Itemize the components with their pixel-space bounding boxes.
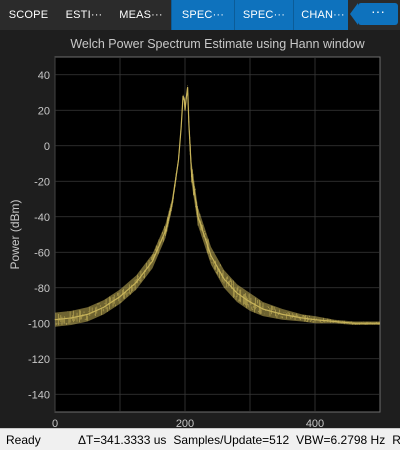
tab-3[interactable]: SPEC··· <box>171 0 234 30</box>
y-tick-label-1: 20 <box>38 105 50 117</box>
status-item-3: RBW <box>392 433 400 447</box>
spectrum-plot: Welch Power Spectrum Estimate using Hann… <box>8 37 381 428</box>
toolstrip-overflow: ··· <box>348 0 400 30</box>
tab-2[interactable]: MEAS··· <box>111 0 171 30</box>
x-tick-label-2: 400 <box>306 418 324 428</box>
y-tick-label-9: -140 <box>28 389 50 401</box>
y-axis-label: Power (dBm) <box>8 199 22 269</box>
tab-1[interactable]: ESTI··· <box>57 0 111 30</box>
status-items: ΔT=341.3333 us Samples/Update=512 VBW=6.27… <box>78 433 400 447</box>
y-tick-label-7: -100 <box>28 318 50 330</box>
overflow-notch <box>350 3 358 25</box>
status-item-0: ΔT=341.3333 us <box>78 433 167 447</box>
status-item-2: VBW=6.2798 Hz <box>296 433 386 447</box>
x-tick-label-0: 0 <box>52 418 58 428</box>
y-tick-label-6: -80 <box>34 283 50 295</box>
y-tick-label-4: -40 <box>34 212 50 224</box>
y-tick-label-0: 40 <box>38 70 50 82</box>
x-tick-label-1: 200 <box>176 418 194 428</box>
status-bar: Ready ΔT=341.3333 us Samples/Update=512 VB… <box>0 428 400 450</box>
chart-title: Welch Power Spectrum Estimate using Hann… <box>70 37 365 51</box>
tab-5[interactable]: CHAN··· <box>293 0 352 30</box>
y-tick-label-8: -120 <box>28 354 50 366</box>
status-ready: Ready <box>6 433 41 447</box>
more-tabs-button[interactable]: ··· <box>358 3 398 25</box>
toolstrip-tabs: SCOPE ESTI··· MEAS··· SPEC··· SPEC··· CHAN··· <box>0 0 400 30</box>
tab-4[interactable]: SPEC··· <box>234 0 293 30</box>
plot-background <box>54 56 381 413</box>
status-item-1: Samples/Update=512 <box>173 433 290 447</box>
plot-area: Welch Power Spectrum Estimate using Hann… <box>0 30 400 428</box>
tab-0[interactable]: SCOPE <box>0 0 57 30</box>
y-tick-label-5: -60 <box>34 247 50 259</box>
y-tick-label-3: -20 <box>34 176 50 188</box>
y-tick-label-2: 0 <box>44 141 50 153</box>
